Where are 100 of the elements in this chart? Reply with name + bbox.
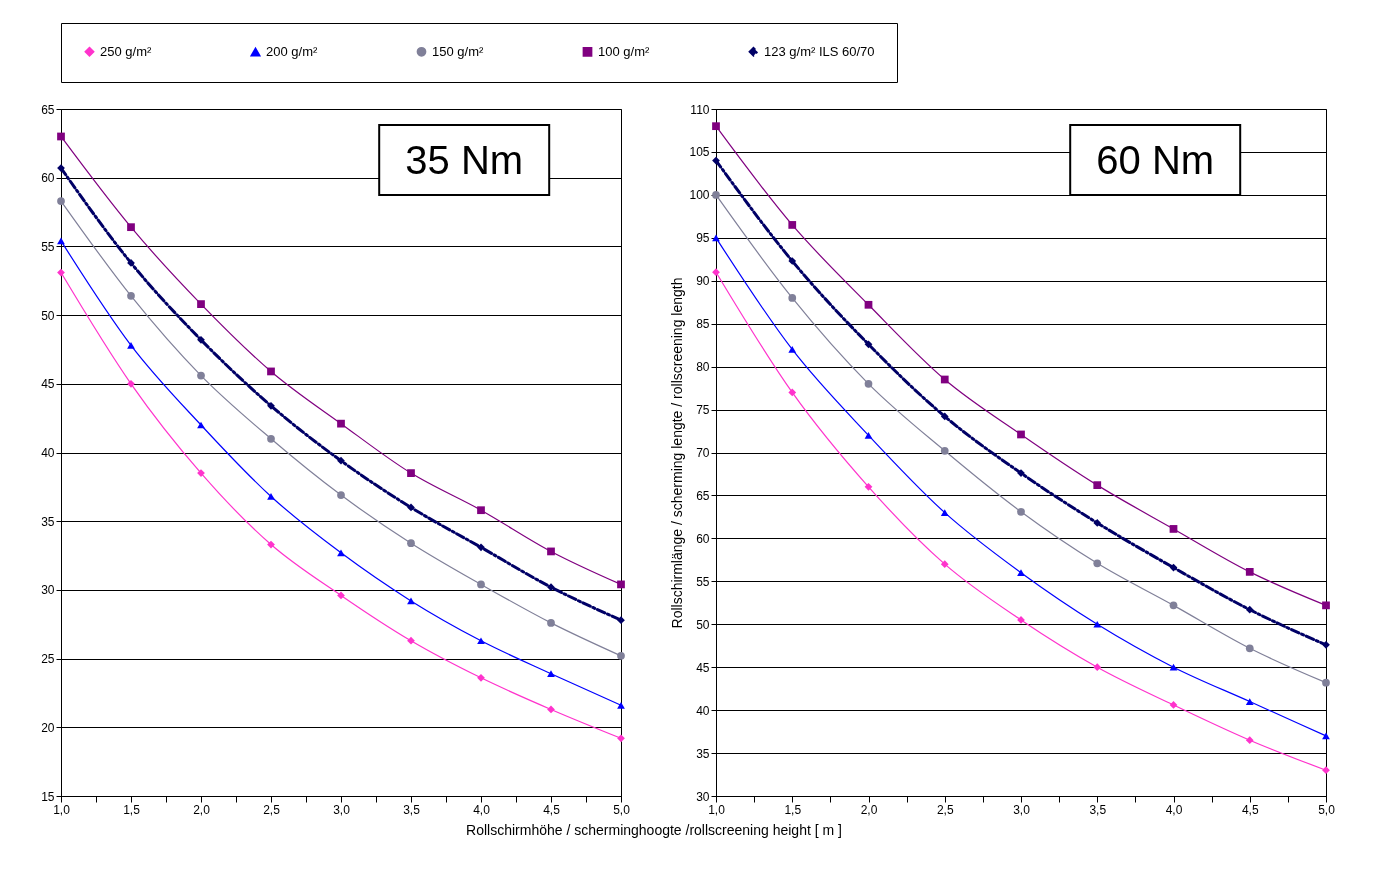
- y-tick-label: 35: [41, 514, 55, 529]
- x-tick-label: 4,0: [1165, 802, 1183, 817]
- point: [547, 547, 555, 556]
- point: [617, 651, 625, 660]
- point: [1169, 601, 1178, 610]
- x-tick-label: 4,0: [473, 802, 491, 817]
- x-tick-label: 1,0: [708, 802, 726, 817]
- point: [1017, 569, 1025, 577]
- point: [197, 371, 205, 380]
- point: [940, 446, 949, 455]
- point: [788, 346, 797, 353]
- point: [864, 431, 873, 439]
- point: [1322, 601, 1330, 610]
- legend-label: 100 g/m²: [598, 43, 650, 59]
- point: [57, 132, 65, 141]
- point: [477, 506, 485, 515]
- point: [940, 375, 949, 384]
- legend-label: 250 g/m²: [100, 43, 152, 59]
- y-tick-label: 30: [696, 789, 710, 804]
- point: [197, 335, 205, 344]
- point: [1169, 701, 1178, 709]
- point: [1322, 732, 1330, 740]
- point: [407, 597, 415, 605]
- x-tick-label: 5,0: [613, 802, 631, 817]
- x-tick-label: 3,5: [1089, 802, 1107, 817]
- y-tick-label: 15: [41, 789, 55, 804]
- point: [337, 419, 345, 428]
- point: [337, 591, 345, 600]
- x-tick-label: 1,5: [123, 802, 141, 817]
- legend-label: 200 g/m²: [266, 44, 318, 60]
- point: [864, 482, 873, 491]
- point: [1093, 481, 1102, 490]
- point: [547, 705, 555, 714]
- point: [127, 341, 135, 349]
- point: [407, 539, 415, 548]
- point: [1169, 525, 1178, 533]
- y-tick-label: 20: [41, 720, 55, 735]
- point: [337, 491, 345, 499]
- x-axis-title: Rollschirmhöhe / scherminghoogte /rollscreening height [ m ]: [466, 821, 842, 838]
- point: [940, 412, 949, 421]
- x-tick-label: 2,0: [860, 802, 878, 817]
- point: [1093, 559, 1102, 568]
- legend-label: 123 g/m² ILS 60/70: [764, 43, 875, 59]
- point: [1093, 519, 1102, 527]
- x-tick-label: 5,0: [1318, 802, 1336, 817]
- y-tick-label: 80: [696, 360, 710, 375]
- point: [547, 583, 555, 592]
- point: [1322, 678, 1330, 687]
- point: [477, 580, 485, 589]
- point: [407, 636, 415, 645]
- point: [1322, 766, 1330, 775]
- point: [197, 300, 205, 308]
- point: [1093, 620, 1102, 628]
- point: [1245, 605, 1254, 614]
- x-tick-label: 1,5: [784, 802, 802, 817]
- point: [547, 619, 555, 627]
- point: [940, 509, 949, 516]
- point: [407, 503, 415, 512]
- y-tick-label: 85: [696, 317, 710, 332]
- point: [712, 268, 720, 277]
- x-tick-label: 2,5: [936, 802, 954, 817]
- annotation: 35 Nm: [405, 138, 524, 182]
- point: [337, 549, 345, 557]
- point: [477, 543, 485, 552]
- point: [940, 560, 949, 569]
- y-tick-label: 95: [696, 231, 710, 246]
- point: [267, 540, 275, 549]
- x-tick-label: 3,0: [1013, 802, 1031, 817]
- x-tick-label: 3,5: [403, 802, 421, 817]
- point: [864, 340, 873, 349]
- x-tick-label: 4,5: [1241, 802, 1259, 817]
- point: [1245, 698, 1254, 705]
- point: [1245, 736, 1254, 745]
- point: [864, 300, 873, 309]
- point: [57, 268, 65, 277]
- y-tick-label: 65: [696, 488, 710, 503]
- y-tick-label: 35: [696, 746, 710, 761]
- y-tick-label: 70: [696, 446, 710, 460]
- point: [712, 122, 720, 131]
- y-tick-label: 90: [696, 274, 710, 289]
- legend-label: 150 g/m²: [432, 43, 484, 59]
- y-tick-label: 60: [696, 531, 710, 546]
- point: [267, 367, 275, 376]
- y-tick-label: 30: [41, 583, 55, 598]
- y-tick-label: 55: [41, 239, 55, 254]
- y-tick-label: 100: [689, 188, 710, 203]
- x-tick-label: 2,0: [193, 802, 211, 817]
- y-tick-label: 60: [41, 171, 55, 186]
- point: [617, 580, 625, 589]
- y-tick-label: 40: [41, 446, 55, 460]
- point: [712, 156, 720, 165]
- y-tick-label: 45: [41, 377, 55, 392]
- point: [788, 221, 797, 229]
- point: [547, 670, 555, 678]
- point: [864, 379, 873, 388]
- point: [1017, 430, 1025, 439]
- point: [617, 701, 625, 709]
- y-tick-label: 110: [690, 102, 710, 117]
- point: [1093, 663, 1102, 672]
- x-tick-label: 2,5: [263, 802, 281, 817]
